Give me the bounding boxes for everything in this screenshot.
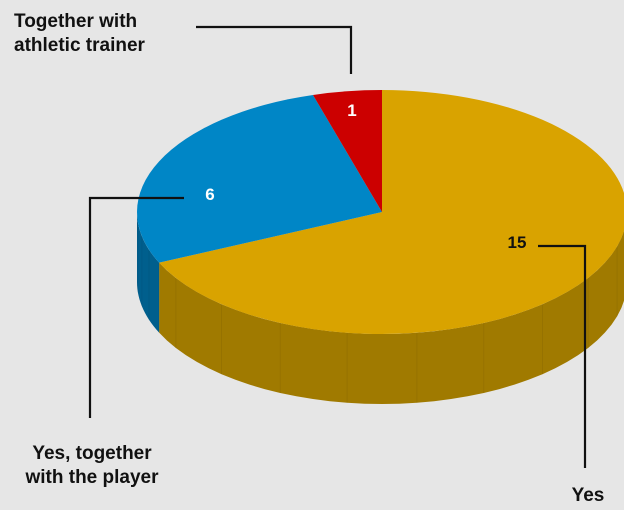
pie-side-yes-together-with-the-player xyxy=(137,212,160,333)
label-yes-together-with-player: Yes, together with the player xyxy=(14,442,170,490)
label-line: athletic trainer xyxy=(14,35,145,56)
pie-sides xyxy=(137,212,624,404)
pie-slices xyxy=(137,90,624,334)
label-line: Yes xyxy=(571,485,605,506)
pie-slice-yes-together-with-the-player xyxy=(137,94,382,263)
value-label-together-with-athletic-trainer: 1 xyxy=(347,101,356,120)
label-line: Together with xyxy=(14,11,138,32)
leader-yes-together-with-player xyxy=(88,196,184,418)
pie-side-yes xyxy=(159,230,624,404)
label-yes: Yes xyxy=(560,484,616,508)
leader-yes xyxy=(538,244,587,468)
value-label-yes-together-with-the-player: 6 xyxy=(205,185,214,204)
label-together-with-athletic-trainer: Together with athletic trainer xyxy=(14,10,145,58)
pie-slice-together-with-athletic-trainer xyxy=(312,90,382,212)
label-line: Yes, together xyxy=(32,443,152,464)
pie-slice-yes xyxy=(159,90,624,334)
value-label-yes: 15 xyxy=(508,233,527,252)
label-line: with the player xyxy=(25,467,159,488)
leader-lines xyxy=(88,25,587,468)
leader-together-with-athletic-trainer xyxy=(196,25,353,74)
